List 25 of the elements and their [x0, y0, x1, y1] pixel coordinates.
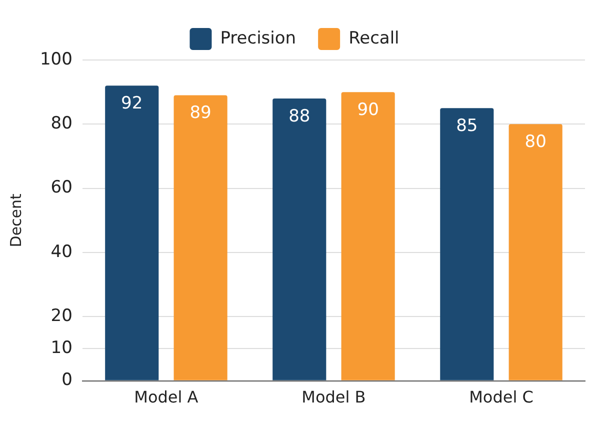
y-tick-label: 20: [50, 306, 72, 326]
data-label: 80: [524, 132, 546, 152]
data-label: 89: [190, 103, 212, 124]
y-tick-label: 60: [50, 178, 72, 198]
bar: [508, 124, 562, 380]
bar: [440, 108, 494, 380]
x-tick-label: Model A: [134, 388, 198, 407]
bar: [174, 95, 228, 380]
x-tick-label: Model C: [469, 388, 534, 407]
bar: [105, 86, 159, 380]
y-tick-label: 40: [50, 242, 72, 262]
y-tick-label: 100: [40, 49, 72, 70]
data-label: 92: [121, 94, 143, 114]
legend-label: Precision: [220, 28, 296, 48]
x-tick-label: Model B: [302, 388, 366, 407]
y-axis-title: Decent: [6, 193, 25, 248]
y-tick-label: 80: [50, 114, 72, 134]
data-label: 88: [288, 106, 310, 126]
bar: [341, 92, 395, 380]
data-label: 90: [357, 100, 379, 120]
data-label: 85: [456, 116, 478, 136]
bar: [272, 98, 326, 380]
legend-label: Recall: [348, 28, 400, 48]
y-tick-label: 10: [50, 338, 72, 358]
y-tick-label: 0: [62, 370, 72, 390]
